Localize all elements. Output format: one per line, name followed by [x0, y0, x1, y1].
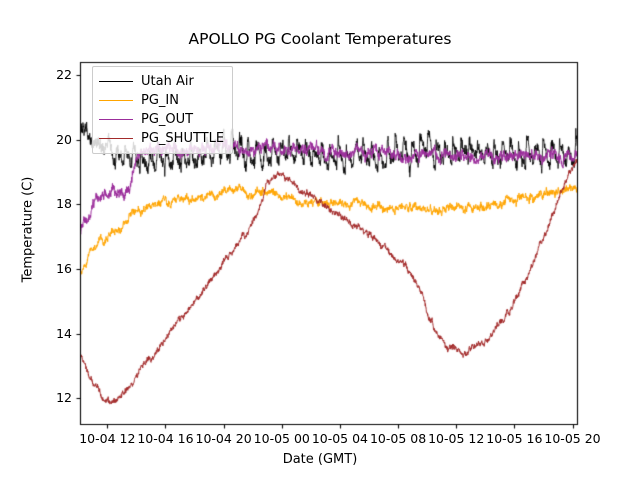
legend-swatch-utah-air — [99, 81, 133, 82]
x-tick-label: 10-05 16 — [486, 431, 543, 446]
x-tick-label: 10-04 16 — [137, 431, 194, 446]
x-tick-label: 10-05 20 — [544, 431, 601, 446]
y-tick-label: 16 — [56, 260, 72, 276]
legend-label-utah-air: Utah Air — [141, 74, 194, 89]
legend-label-pg-in: PG_IN — [141, 93, 179, 108]
y-tick-label: 12 — [56, 390, 72, 406]
x-tick-label: 10-04 12 — [79, 431, 136, 446]
x-tick-label: 10-05 12 — [428, 431, 485, 446]
y-tick-label: 18 — [56, 196, 72, 212]
legend-item-pg-out: PG_OUT — [99, 110, 224, 129]
x-tick-label: 10-05 00 — [253, 431, 310, 446]
y-tick-label: 14 — [56, 325, 72, 341]
x-tick-label: 10-05 08 — [369, 431, 427, 446]
y-tick-label: 22 — [56, 66, 72, 82]
x-tick-label: 10-04 20 — [195, 431, 252, 446]
legend-label-pg-shuttle: PG_SHUTTLE — [141, 131, 225, 146]
legend-item-utah-air: Utah Air — [99, 72, 224, 91]
x-axis-label: Date (GMT) — [282, 452, 358, 467]
legend-label-pg-out: PG_OUT — [141, 112, 194, 127]
x-tick-label: 10-05 04 — [311, 431, 369, 446]
legend-swatch-pg-shuttle — [99, 138, 133, 139]
legend-swatch-pg-out — [99, 119, 133, 120]
chart-legend: Utah Air PG_IN PG_OUT PG_SHUTTLE — [92, 66, 234, 154]
legend-item-pg-in: PG_IN — [99, 91, 224, 110]
chart-title: APOLLO PG Coolant Temperatures — [188, 30, 452, 48]
y-axis-label: Temperature (C) — [20, 176, 36, 283]
y-tick-label: 20 — [56, 131, 72, 147]
legend-swatch-pg-in — [99, 100, 133, 101]
legend-item-pg-shuttle: PG_SHUTTLE — [99, 129, 224, 148]
